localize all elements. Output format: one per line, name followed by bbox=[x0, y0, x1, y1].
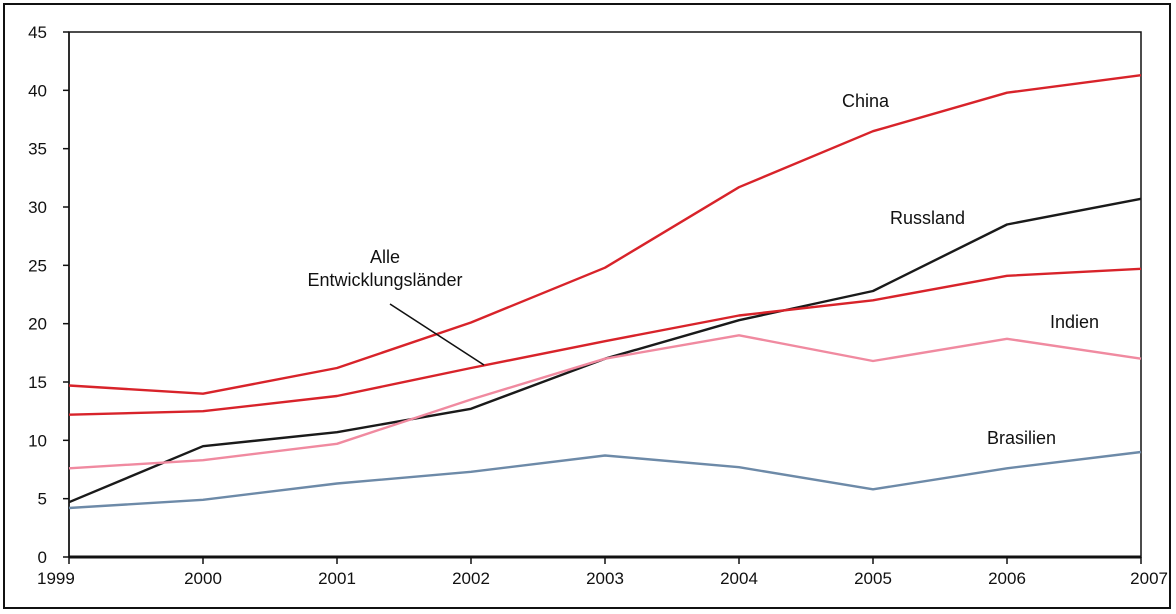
annotation-russland: Russland bbox=[890, 208, 965, 228]
x-tick-label: 1999 bbox=[37, 569, 75, 588]
y-tick-label: 30 bbox=[28, 198, 47, 217]
x-tick-label: 2004 bbox=[720, 569, 758, 588]
y-tick-label: 20 bbox=[28, 315, 47, 334]
x-tick-label: 2003 bbox=[586, 569, 624, 588]
x-tick-label: 2000 bbox=[184, 569, 222, 588]
axes bbox=[68, 31, 1142, 559]
series-line-brasilien bbox=[68, 450, 1142, 510]
y-tick-label: 10 bbox=[28, 431, 47, 450]
annotations: China Russland Alle Entwicklungsländer I… bbox=[307, 91, 1099, 448]
series-line-china bbox=[68, 74, 1142, 395]
x-tick-label: 2002 bbox=[452, 569, 490, 588]
series-line-alle-entwicklungsl-nder bbox=[68, 267, 1142, 416]
plot-area-border bbox=[68, 31, 1142, 558]
annotation-brasilien: Brasilien bbox=[987, 428, 1056, 448]
y-tick-label: 45 bbox=[28, 23, 47, 42]
series-line-indien bbox=[68, 334, 1142, 470]
annotation-indien: Indien bbox=[1050, 312, 1099, 332]
x-tick-label: 2005 bbox=[854, 569, 892, 588]
series-lines bbox=[68, 74, 1142, 510]
annotation-alle: Alle bbox=[370, 247, 400, 267]
y-tick-label: 35 bbox=[28, 140, 47, 159]
annotation-china: China bbox=[842, 91, 890, 111]
x-tick-label: 2007 bbox=[1130, 569, 1168, 588]
tick-labels: 0 5 10 15 20 25 30 35 40 45 1999 2000 2001 2002 2003 20… bbox=[28, 23, 1168, 588]
y-tick-label: 0 bbox=[38, 548, 47, 567]
y-tick-label: 5 bbox=[38, 490, 47, 509]
y-tick-label: 25 bbox=[28, 256, 47, 275]
chart-frame bbox=[3, 3, 1171, 609]
y-tick-label: 15 bbox=[28, 373, 47, 392]
y-tick-label: 40 bbox=[28, 81, 47, 100]
x-tick-label: 2001 bbox=[318, 569, 356, 588]
annotation-pointer bbox=[389, 303, 485, 366]
annotation-entwicklungslaender: Entwicklungsländer bbox=[307, 270, 462, 290]
x-tick-label: 2006 bbox=[988, 569, 1026, 588]
